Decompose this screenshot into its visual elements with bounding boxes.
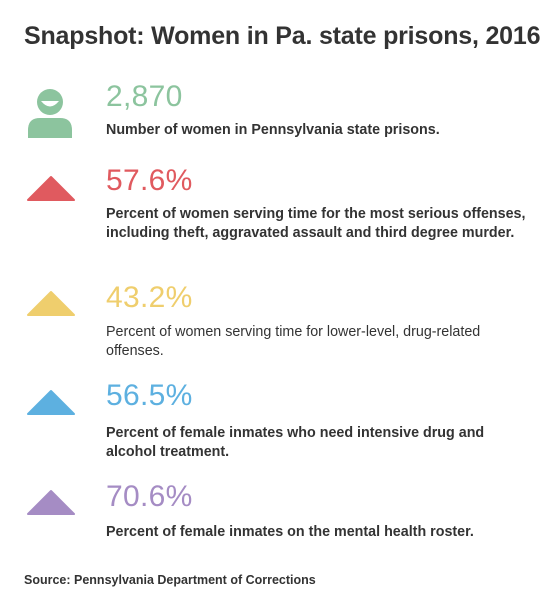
page-title: Snapshot: Women in Pa. state prisons, 20… bbox=[24, 22, 541, 50]
stat-description: Number of women in Pennsylvania state pr… bbox=[106, 122, 440, 138]
stat-value: 70.6% bbox=[106, 480, 193, 513]
source-note: Source: Pennsylvania Department of Corre… bbox=[24, 573, 316, 587]
stat-value: 56.5% bbox=[106, 379, 193, 412]
triangle-icon bbox=[27, 176, 75, 201]
stat-description: Percent of women serving time for lower-… bbox=[106, 324, 481, 359]
triangle-icon bbox=[27, 291, 75, 316]
person-icon bbox=[28, 89, 72, 138]
stat-description: Percent of women serving time for the mo… bbox=[106, 206, 526, 241]
stat-value: 2,870 bbox=[106, 80, 183, 113]
triangle-icon bbox=[27, 490, 75, 515]
stat-value: 57.6% bbox=[106, 164, 193, 197]
stat-value: 43.2% bbox=[106, 281, 193, 314]
stat-description: Percent of female inmates on the mental … bbox=[106, 524, 474, 540]
triangle-icon bbox=[27, 390, 75, 415]
stat-description: Percent of female inmates who need inten… bbox=[106, 425, 485, 460]
